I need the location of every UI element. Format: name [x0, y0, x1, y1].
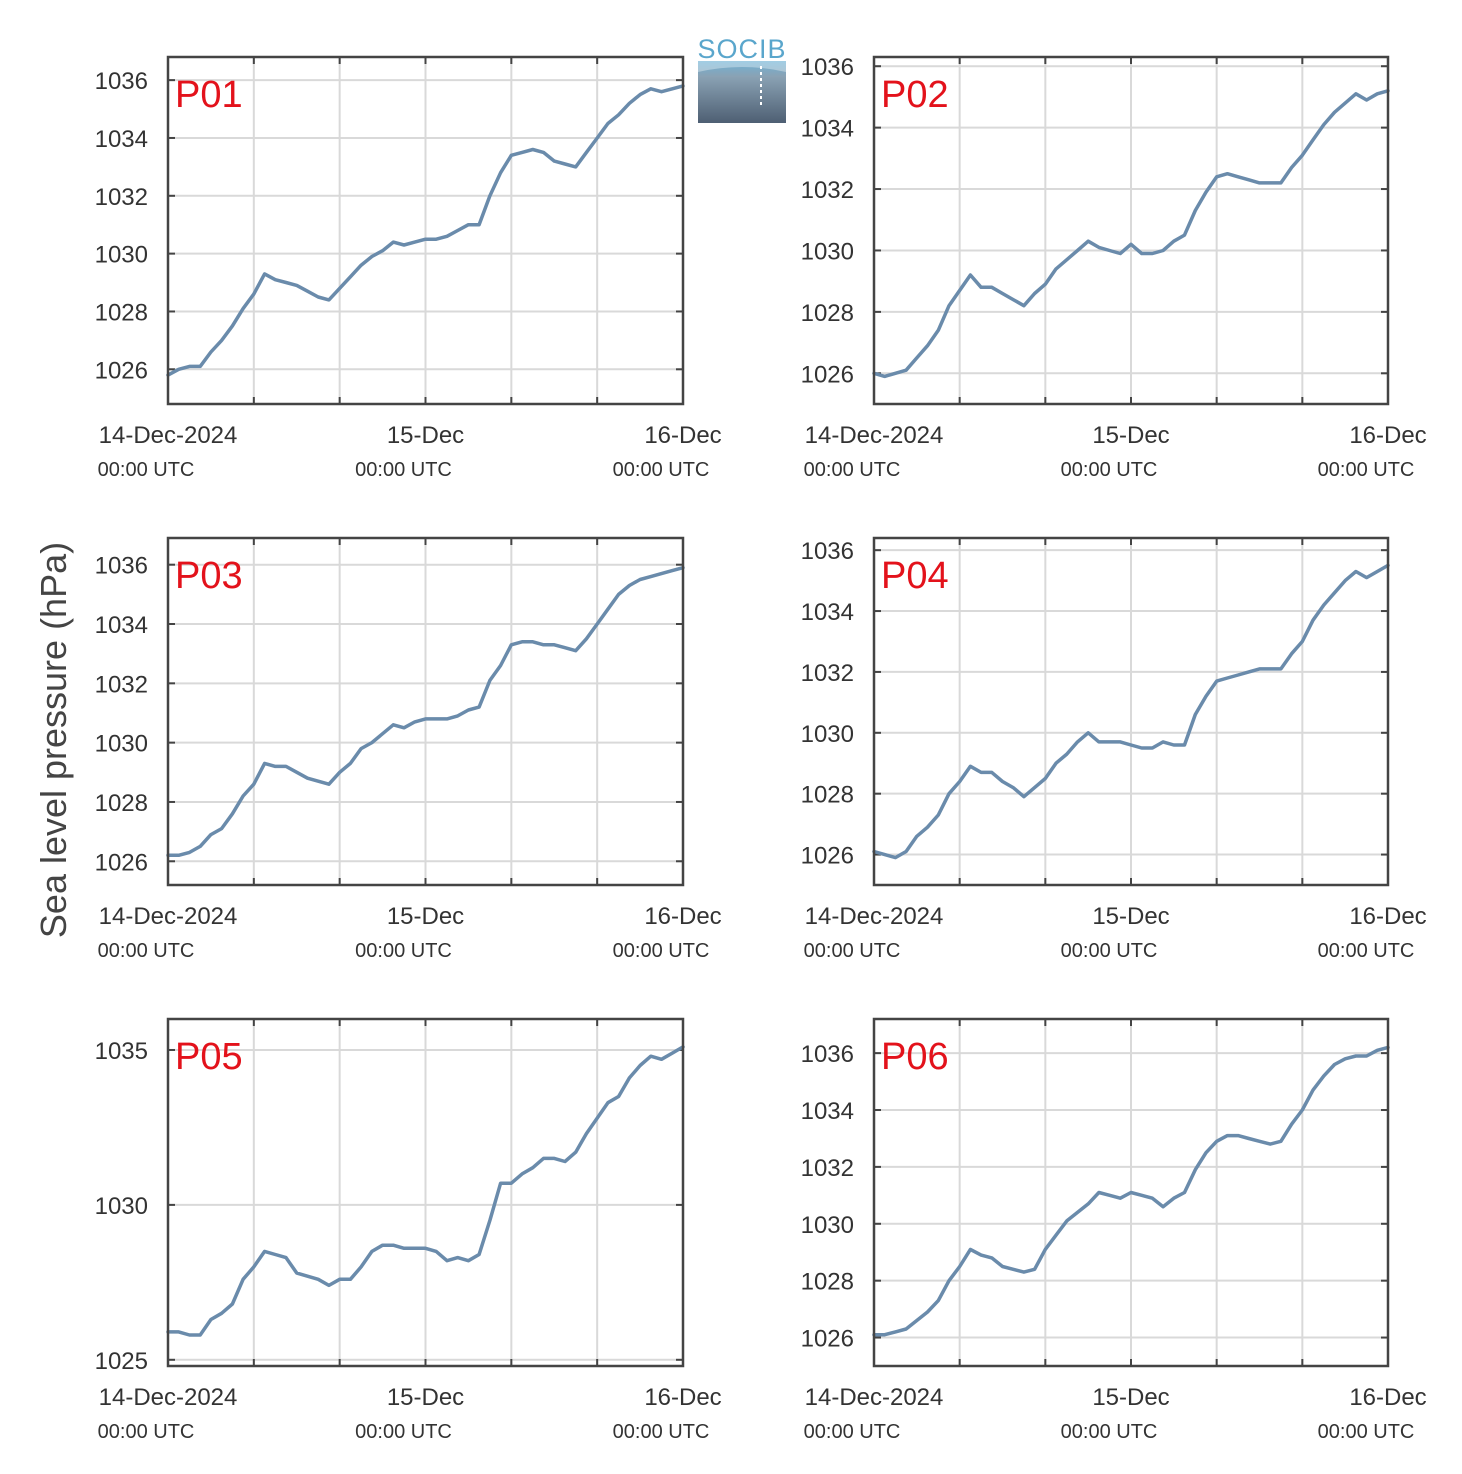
chart-panel-p03: 1026 1028 1030 1032 1034 1036 14-Dec-2024 00:00… — [95, 536, 722, 962]
plot-frame — [872, 55, 1390, 406]
x-tick-sublabel: 00:00 UTC — [804, 1421, 901, 1443]
y-tick-label: 1026 — [801, 843, 854, 870]
x-tick-label: 15-Dec — [387, 903, 464, 930]
y-tick-label: 1036 — [95, 68, 148, 95]
x-tick-label: 16-Dec — [1349, 422, 1426, 449]
series-line-p02 — [872, 89, 1390, 379]
x-tick-sublabel: 00:00 UTC — [1318, 1421, 1415, 1443]
y-tick-label: 1034 — [801, 599, 854, 626]
logo-text: SOCIB — [697, 34, 786, 64]
y-tick-label: 1036 — [801, 1041, 854, 1068]
x-tick-sublabel: 00:00 UTC — [1318, 940, 1415, 962]
x-tick-sublabel: 00:00 UTC — [355, 459, 452, 481]
y-tick-label: 1032 — [801, 1155, 854, 1182]
y-tick-label: 1025 — [95, 1348, 148, 1375]
panel-label: P05 — [175, 1036, 243, 1078]
y-tick-label: 1032 — [95, 184, 148, 211]
y-tick-label: 1026 — [95, 849, 148, 876]
x-tick-sublabel: 00:00 UTC — [613, 1421, 710, 1443]
x-tick-label: 14-Dec-2024 — [805, 1384, 944, 1411]
y-tick-label: 1036 — [801, 538, 854, 565]
panel-label: P04 — [881, 555, 949, 597]
series-line-p04 — [872, 563, 1390, 860]
y-tick-label: 1036 — [801, 54, 854, 81]
y-tick-label: 1032 — [801, 660, 854, 687]
x-tick-sublabel: 00:00 UTC — [1318, 459, 1415, 481]
series-line-p01 — [166, 84, 685, 377]
x-tick-sublabel: 00:00 UTC — [98, 940, 195, 962]
x-tick-sublabel: 00:00 UTC — [1061, 940, 1158, 962]
plot-frame — [872, 536, 1390, 887]
x-tick-label: 15-Dec — [1092, 1384, 1169, 1411]
x-tick-label: 15-Dec — [1092, 422, 1169, 449]
y-tick-label: 1034 — [801, 1098, 854, 1125]
x-tick-label: 14-Dec-2024 — [805, 903, 944, 930]
y-tick-label: 1028 — [801, 782, 854, 809]
x-tick-sublabel: 00:00 UTC — [98, 459, 195, 481]
x-tick-sublabel: 00:00 UTC — [804, 459, 901, 481]
plot-frame — [166, 536, 685, 887]
y-tick-label: 1030 — [95, 242, 148, 269]
x-tick-label: 16-Dec — [1349, 1384, 1426, 1411]
y-tick-label: 1028 — [801, 1269, 854, 1296]
x-tick-sublabel: 00:00 UTC — [613, 459, 710, 481]
y-tick-label: 1035 — [95, 1038, 148, 1065]
panel-label: P03 — [175, 555, 243, 597]
x-tick-label: 14-Dec-2024 — [805, 422, 944, 449]
panel-label: P02 — [881, 74, 949, 116]
x-tick-label: 16-Dec — [644, 1384, 721, 1411]
x-tick-sublabel: 00:00 UTC — [804, 940, 901, 962]
y-tick-label: 1026 — [95, 357, 148, 384]
y-tick-label: 1028 — [95, 790, 148, 817]
plot-frame — [166, 55, 685, 406]
y-tick-label: 1030 — [95, 1193, 148, 1220]
x-tick-sublabel: 00:00 UTC — [98, 1421, 195, 1443]
x-tick-label: 15-Dec — [1092, 903, 1169, 930]
x-tick-label: 14-Dec-2024 — [99, 1384, 238, 1411]
x-tick-sublabel: 00:00 UTC — [1061, 1421, 1158, 1443]
y-axis-label: Sea level pressure (hPa) — [33, 542, 74, 938]
chart-panel-p01: 1026 1028 1030 1032 1034 1036 14-Dec-2024 00:00… — [95, 55, 722, 481]
y-tick-label: 1030 — [801, 721, 854, 748]
panels: 1026 1028 1030 1032 1034 1036 14-Dec-2024 00:00… — [95, 54, 1427, 1443]
x-tick-label: 16-Dec — [644, 903, 721, 930]
x-tick-label: 16-Dec — [644, 422, 721, 449]
y-tick-label: 1030 — [95, 731, 148, 758]
panel-label: P01 — [175, 74, 243, 116]
plot-frame — [872, 1017, 1390, 1368]
y-tick-label: 1028 — [95, 299, 148, 326]
x-tick-sublabel: 00:00 UTC — [355, 940, 452, 962]
x-tick-label: 14-Dec-2024 — [99, 903, 238, 930]
y-tick-label: 1034 — [95, 126, 148, 153]
y-tick-label: 1026 — [801, 361, 854, 388]
chart-panel-p05: 1025 1030 1035 14-Dec-2024 00:00 UTC 15-Dec 00… — [95, 1017, 722, 1443]
panel-label: P06 — [881, 1036, 949, 1078]
socib-logo: SOCIB — [697, 34, 786, 123]
y-tick-label: 1032 — [95, 671, 148, 698]
y-tick-label: 1032 — [801, 177, 854, 204]
y-tick-label: 1034 — [801, 116, 854, 143]
x-tick-sublabel: 00:00 UTC — [613, 940, 710, 962]
y-tick-label: 1034 — [95, 612, 148, 639]
chart-panel-p04: 1026 1028 1030 1032 1034 1036 14-Dec-2024 00:00… — [801, 536, 1427, 962]
x-tick-sublabel: 00:00 UTC — [355, 1421, 452, 1443]
chart-panel-p02: 1026 1028 1030 1032 1034 1036 14-Dec-2024 00:00… — [801, 54, 1427, 481]
x-tick-label: 15-Dec — [387, 422, 464, 449]
series-line-p06 — [872, 1045, 1390, 1337]
y-tick-label: 1030 — [801, 238, 854, 265]
chart-panel-p06: 1026 1028 1030 1032 1034 1036 14-Dec-2024 00:00… — [801, 1017, 1427, 1443]
x-tick-sublabel: 00:00 UTC — [1061, 459, 1158, 481]
plot-frame — [166, 1017, 685, 1368]
y-tick-label: 1026 — [801, 1326, 854, 1353]
x-tick-label: 15-Dec — [387, 1384, 464, 1411]
y-tick-label: 1028 — [801, 300, 854, 327]
y-tick-label: 1036 — [95, 553, 148, 580]
y-tick-label: 1030 — [801, 1212, 854, 1239]
x-tick-label: 14-Dec-2024 — [99, 422, 238, 449]
series-line-p05 — [166, 1045, 685, 1337]
series-line-p03 — [166, 565, 685, 858]
x-tick-label: 16-Dec — [1349, 903, 1426, 930]
